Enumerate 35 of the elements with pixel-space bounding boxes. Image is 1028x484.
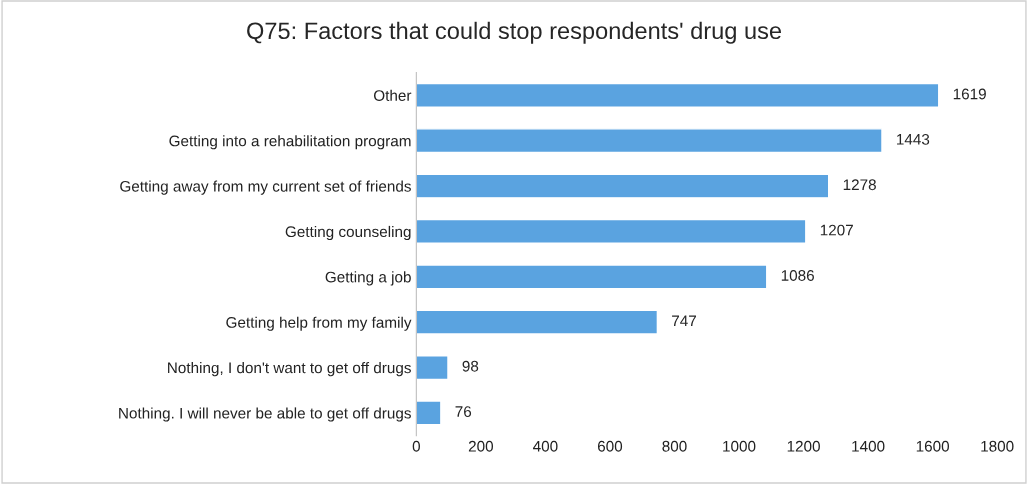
data-label: 1207 (820, 224, 853, 236)
x-tick-label: 200 (468, 440, 494, 452)
x-tick-label: 1800 (981, 440, 1014, 452)
bar (416, 173, 830, 199)
y-tick-label: Nothing, I don't want to get off drugs (168, 362, 411, 377)
y-tick-label: Getting counseling (285, 225, 411, 241)
x-tick-label: 800 (662, 440, 687, 452)
bar (416, 128, 883, 154)
x-tick-label: 600 (597, 440, 623, 452)
data-label: 98 (462, 360, 479, 372)
bar (416, 218, 807, 244)
bar (416, 355, 449, 381)
x-tick-label: 1600 (916, 440, 950, 452)
bar (416, 400, 442, 426)
data-label: 747 (672, 315, 696, 327)
x-tick-label: 1400 (852, 440, 885, 452)
y-tick-label: Getting into a rehabilitation program (169, 135, 411, 150)
y-tick-label: Other (374, 89, 412, 101)
data-label: 1619 (953, 88, 986, 100)
x-tick-label: 400 (533, 440, 558, 452)
bar (416, 264, 768, 290)
y-tick-label: Nothing. I will never be able to get off drugs (119, 407, 411, 422)
x-tick-label: 1000 (723, 440, 756, 452)
data-label: 1443 (897, 133, 930, 145)
bar (416, 309, 659, 335)
x-tick-label: 0 (412, 440, 420, 452)
data-label: 1086 (781, 270, 814, 281)
data-label: 1278 (843, 179, 876, 191)
x-tick-label: 1200 (787, 440, 820, 452)
y-tick-label: Getting away from my current set of friends (120, 180, 411, 195)
y-tick-label: Getting help from my family (226, 316, 412, 331)
data-label: 76 (455, 406, 472, 418)
bar (416, 82, 940, 108)
y-tick-label: Getting a job (325, 271, 411, 286)
chart-title: Q75: Factors that could stop respondents' drug use (247, 21, 782, 44)
